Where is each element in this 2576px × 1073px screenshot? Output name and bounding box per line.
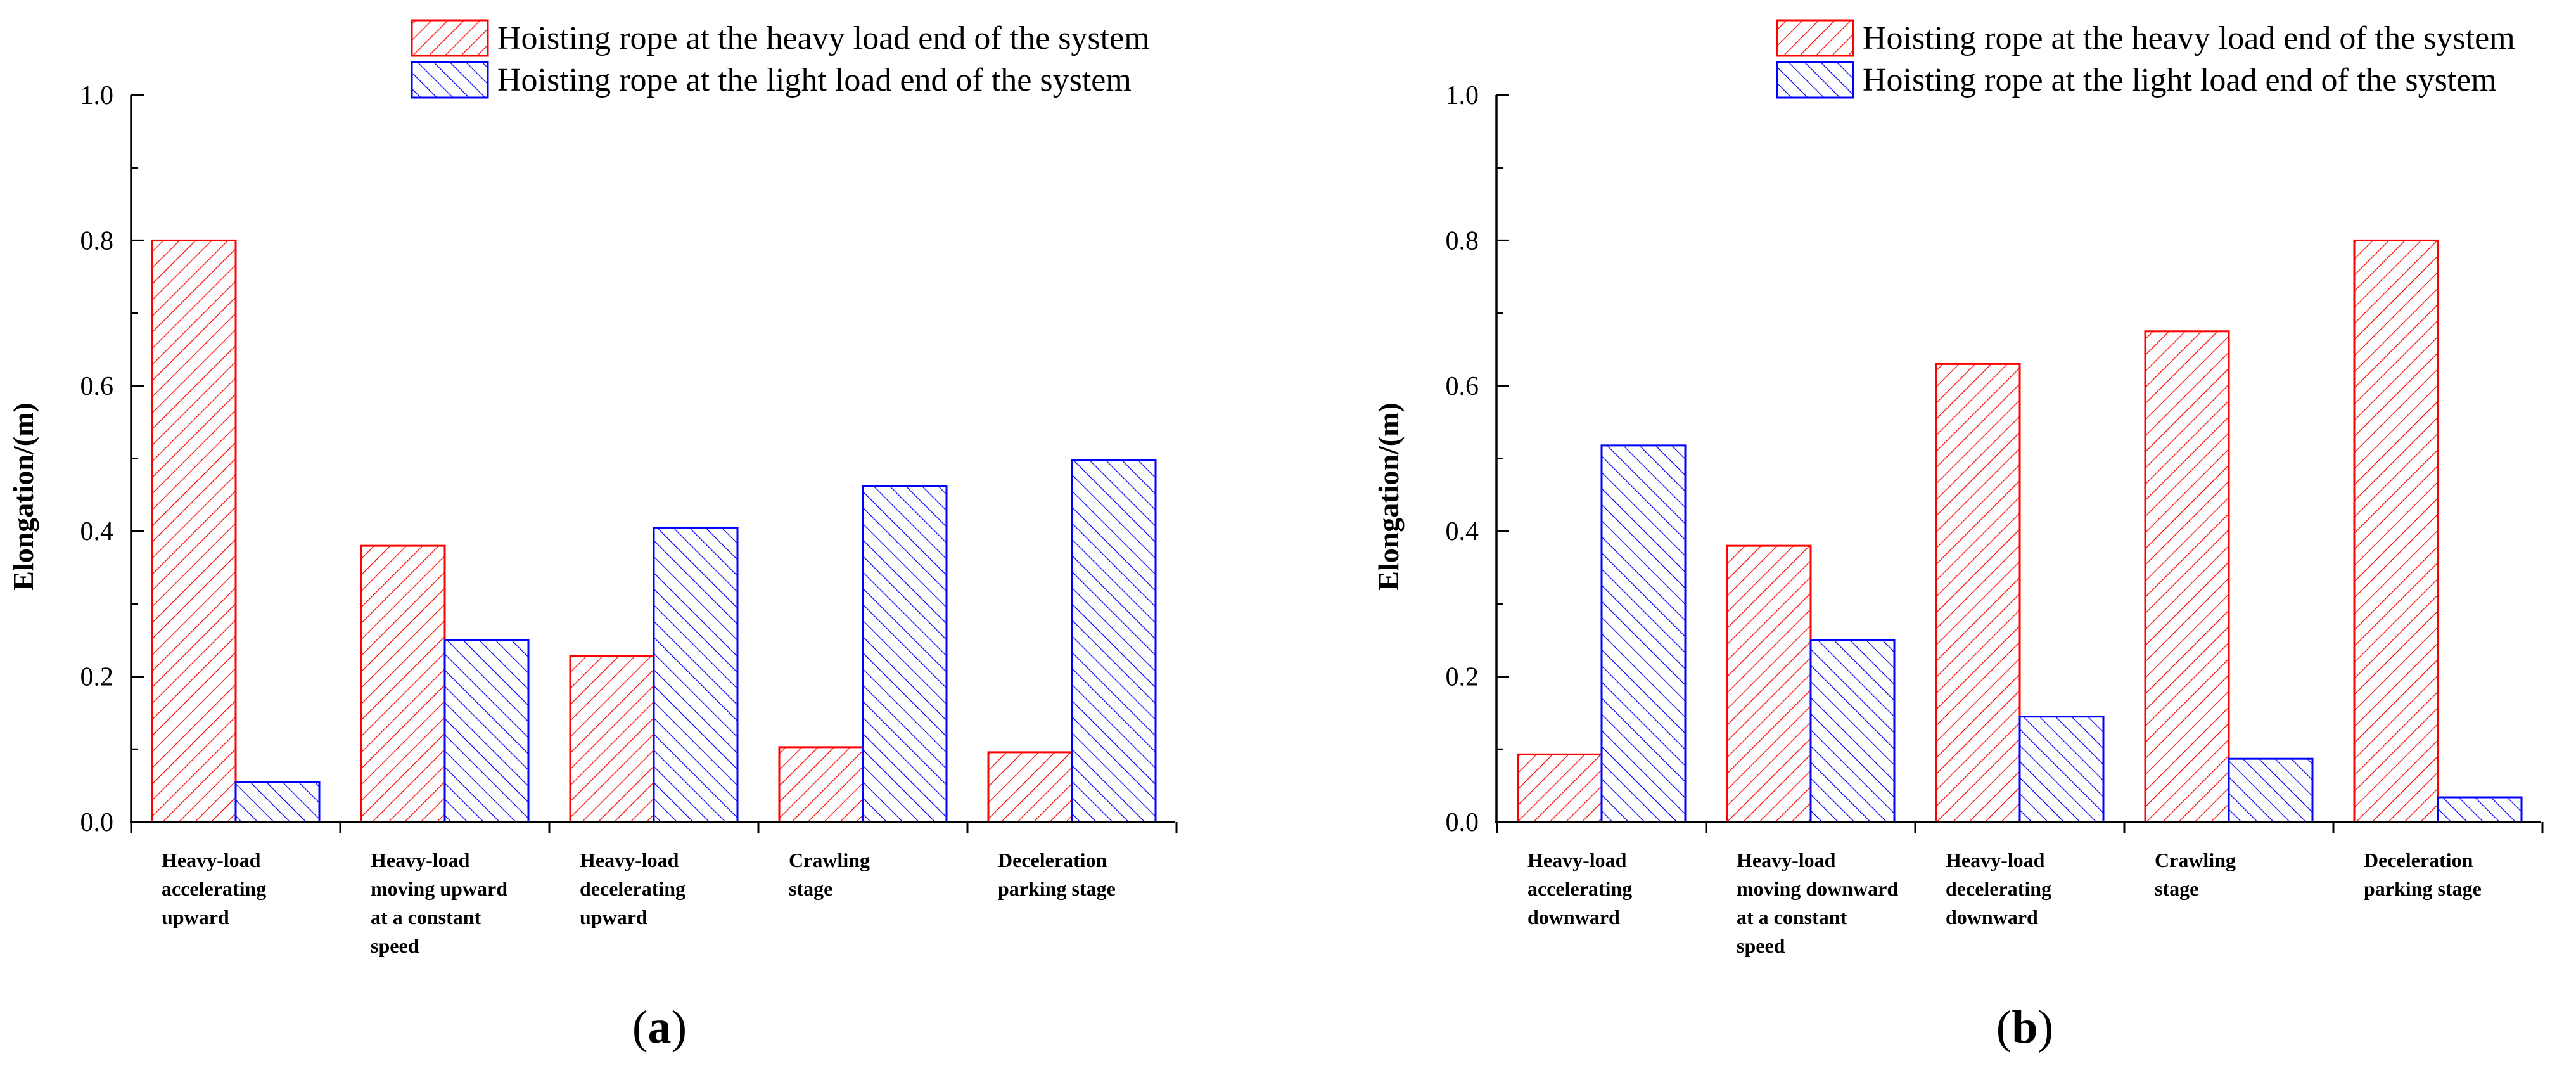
legend-swatch-light (1776, 61, 1854, 99)
category-label-line: Heavy-load (371, 849, 470, 871)
bar-light-2 (443, 639, 530, 823)
bar-heavy-4 (778, 746, 864, 823)
category-label-line: stage (789, 877, 832, 900)
bar-light-4 (862, 485, 948, 823)
bar-heavy-2 (1726, 544, 1812, 823)
panel-label-open: ( (632, 1001, 648, 1053)
category-label-3: Heavy-load decelerating upward (580, 849, 685, 928)
y-tick-label: 0.6 (80, 372, 114, 401)
category-label-line: upward (580, 906, 647, 928)
y-tick-label: 0.0 (1446, 808, 1479, 837)
panel-label-open: ( (1996, 1001, 2012, 1053)
y-tick-label: 0.0 (80, 808, 114, 837)
category-label-line: at a constant (1737, 906, 1847, 928)
legend-swatch-heavy (411, 19, 489, 57)
y-tick-label: 0.4 (1446, 517, 1479, 546)
legend-label-light: Hoisting rope at the light load end of t… (1863, 62, 2497, 98)
bar-light-1 (1600, 444, 1687, 823)
legend-label-heavy: Hoisting rope at the heavy load end of t… (497, 20, 1150, 56)
category-label-4: Crawling stage (789, 849, 870, 900)
category-label-3: Heavy-load decelerating downward (1946, 849, 2051, 928)
bar-light-2 (1809, 639, 1896, 823)
category-label-line: moving upward (371, 877, 507, 900)
panel-label-letter: b (2012, 1001, 2037, 1053)
category-label-1: Heavy-load accelerating downward (1527, 849, 1632, 928)
category-label-line: parking stage (2364, 877, 2482, 900)
category-label-1: Heavy-load accelerating upward (162, 849, 266, 928)
panel-label-close: ) (672, 1001, 687, 1053)
y-tick-label: 1.0 (80, 81, 114, 110)
bar-heavy-3 (569, 655, 655, 823)
category-label-line: Heavy-load (1527, 849, 1627, 871)
category-label-line: Heavy-load (1737, 849, 1836, 871)
y-tick-label: 0.2 (80, 663, 114, 692)
category-label-line: Heavy-load (1946, 849, 2045, 871)
y-tick-label: 0.8 (1446, 226, 1479, 255)
category-label-line: at a constant (371, 906, 481, 928)
category-label-line: stage (2155, 877, 2198, 900)
bar-light-4 (2228, 757, 2314, 823)
category-label-line: speed (1737, 934, 1785, 957)
bar-light-5 (1071, 459, 1157, 823)
category-label-5: Deceleration parking stage (2364, 849, 2482, 900)
category-label-line: Heavy-load (162, 849, 261, 871)
bar-light-3 (2018, 716, 2105, 823)
legend-label-light: Hoisting rope at the light load end of t… (497, 62, 1132, 98)
y-axis-title: Elongation/(m) (1372, 402, 1405, 590)
bar-heavy-3 (1935, 363, 2021, 823)
bar-light-5 (2437, 796, 2523, 823)
bar-heavy-1 (151, 239, 237, 823)
category-label-line: decelerating (1946, 877, 2051, 900)
category-label-line: decelerating (580, 877, 685, 900)
category-label-4: Crawling stage (2155, 849, 2236, 900)
panel-label: (b) (1996, 1001, 2053, 1053)
y-tick-label: 0.8 (80, 226, 114, 255)
category-label-line: speed (371, 934, 419, 957)
category-label-line: upward (162, 906, 229, 928)
y-tick-label: 1.0 (1446, 81, 1479, 110)
category-label-line: Heavy-load (580, 849, 679, 871)
category-label-2: Heavy-load moving downward at a constant sp… (1737, 849, 1898, 957)
category-label-line: accelerating (1527, 877, 1632, 900)
y-axis-title: Elongation/(m) (7, 402, 39, 590)
bar-light-1 (234, 781, 321, 823)
y-tick-label: 0.2 (1446, 663, 1479, 692)
legend-swatch-heavy (1776, 19, 1854, 57)
panel-label-letter: a (648, 1001, 672, 1053)
y-tick-label: 0.4 (80, 517, 114, 546)
legend-swatch-light (411, 61, 489, 99)
category-label-line: moving downward (1737, 877, 1898, 900)
bar-heavy-2 (360, 544, 446, 823)
bar-light-3 (653, 526, 739, 823)
category-label-line: Crawling (789, 849, 870, 871)
chart-panel-b: 0.0 0.2 0.4 0.6 0.8 1.0 Heavy-load accelerating… (1372, 19, 2544, 1053)
category-label-5: Deceleration parking stage (998, 849, 1116, 900)
category-label-line: Crawling (2155, 849, 2236, 871)
y-tick-label: 0.6 (1446, 372, 1479, 401)
legend-label-heavy: Hoisting rope at the heavy load end of t… (1863, 20, 2515, 56)
panel-label: (a) (632, 1001, 687, 1053)
category-label-2: Heavy-load moving upward at a constant spee… (371, 849, 507, 957)
category-label-line: parking stage (998, 877, 1116, 900)
chart-panel-a: 0.0 0.2 0.4 0.6 0.8 1.0 Heavy-load accelerating… (7, 19, 1178, 1053)
category-label-line: Deceleration (998, 849, 1107, 871)
bar-heavy-4 (2144, 330, 2230, 823)
bar-heavy-1 (1517, 753, 1603, 823)
category-label-line: accelerating (162, 877, 266, 900)
bar-heavy-5 (2353, 239, 2439, 823)
category-label-line: downward (1527, 906, 1620, 928)
category-label-line: Deceleration (2364, 849, 2473, 871)
panel-label-close: ) (2038, 1001, 2054, 1053)
bar-heavy-5 (987, 751, 1073, 823)
category-label-line: downward (1946, 906, 2038, 928)
